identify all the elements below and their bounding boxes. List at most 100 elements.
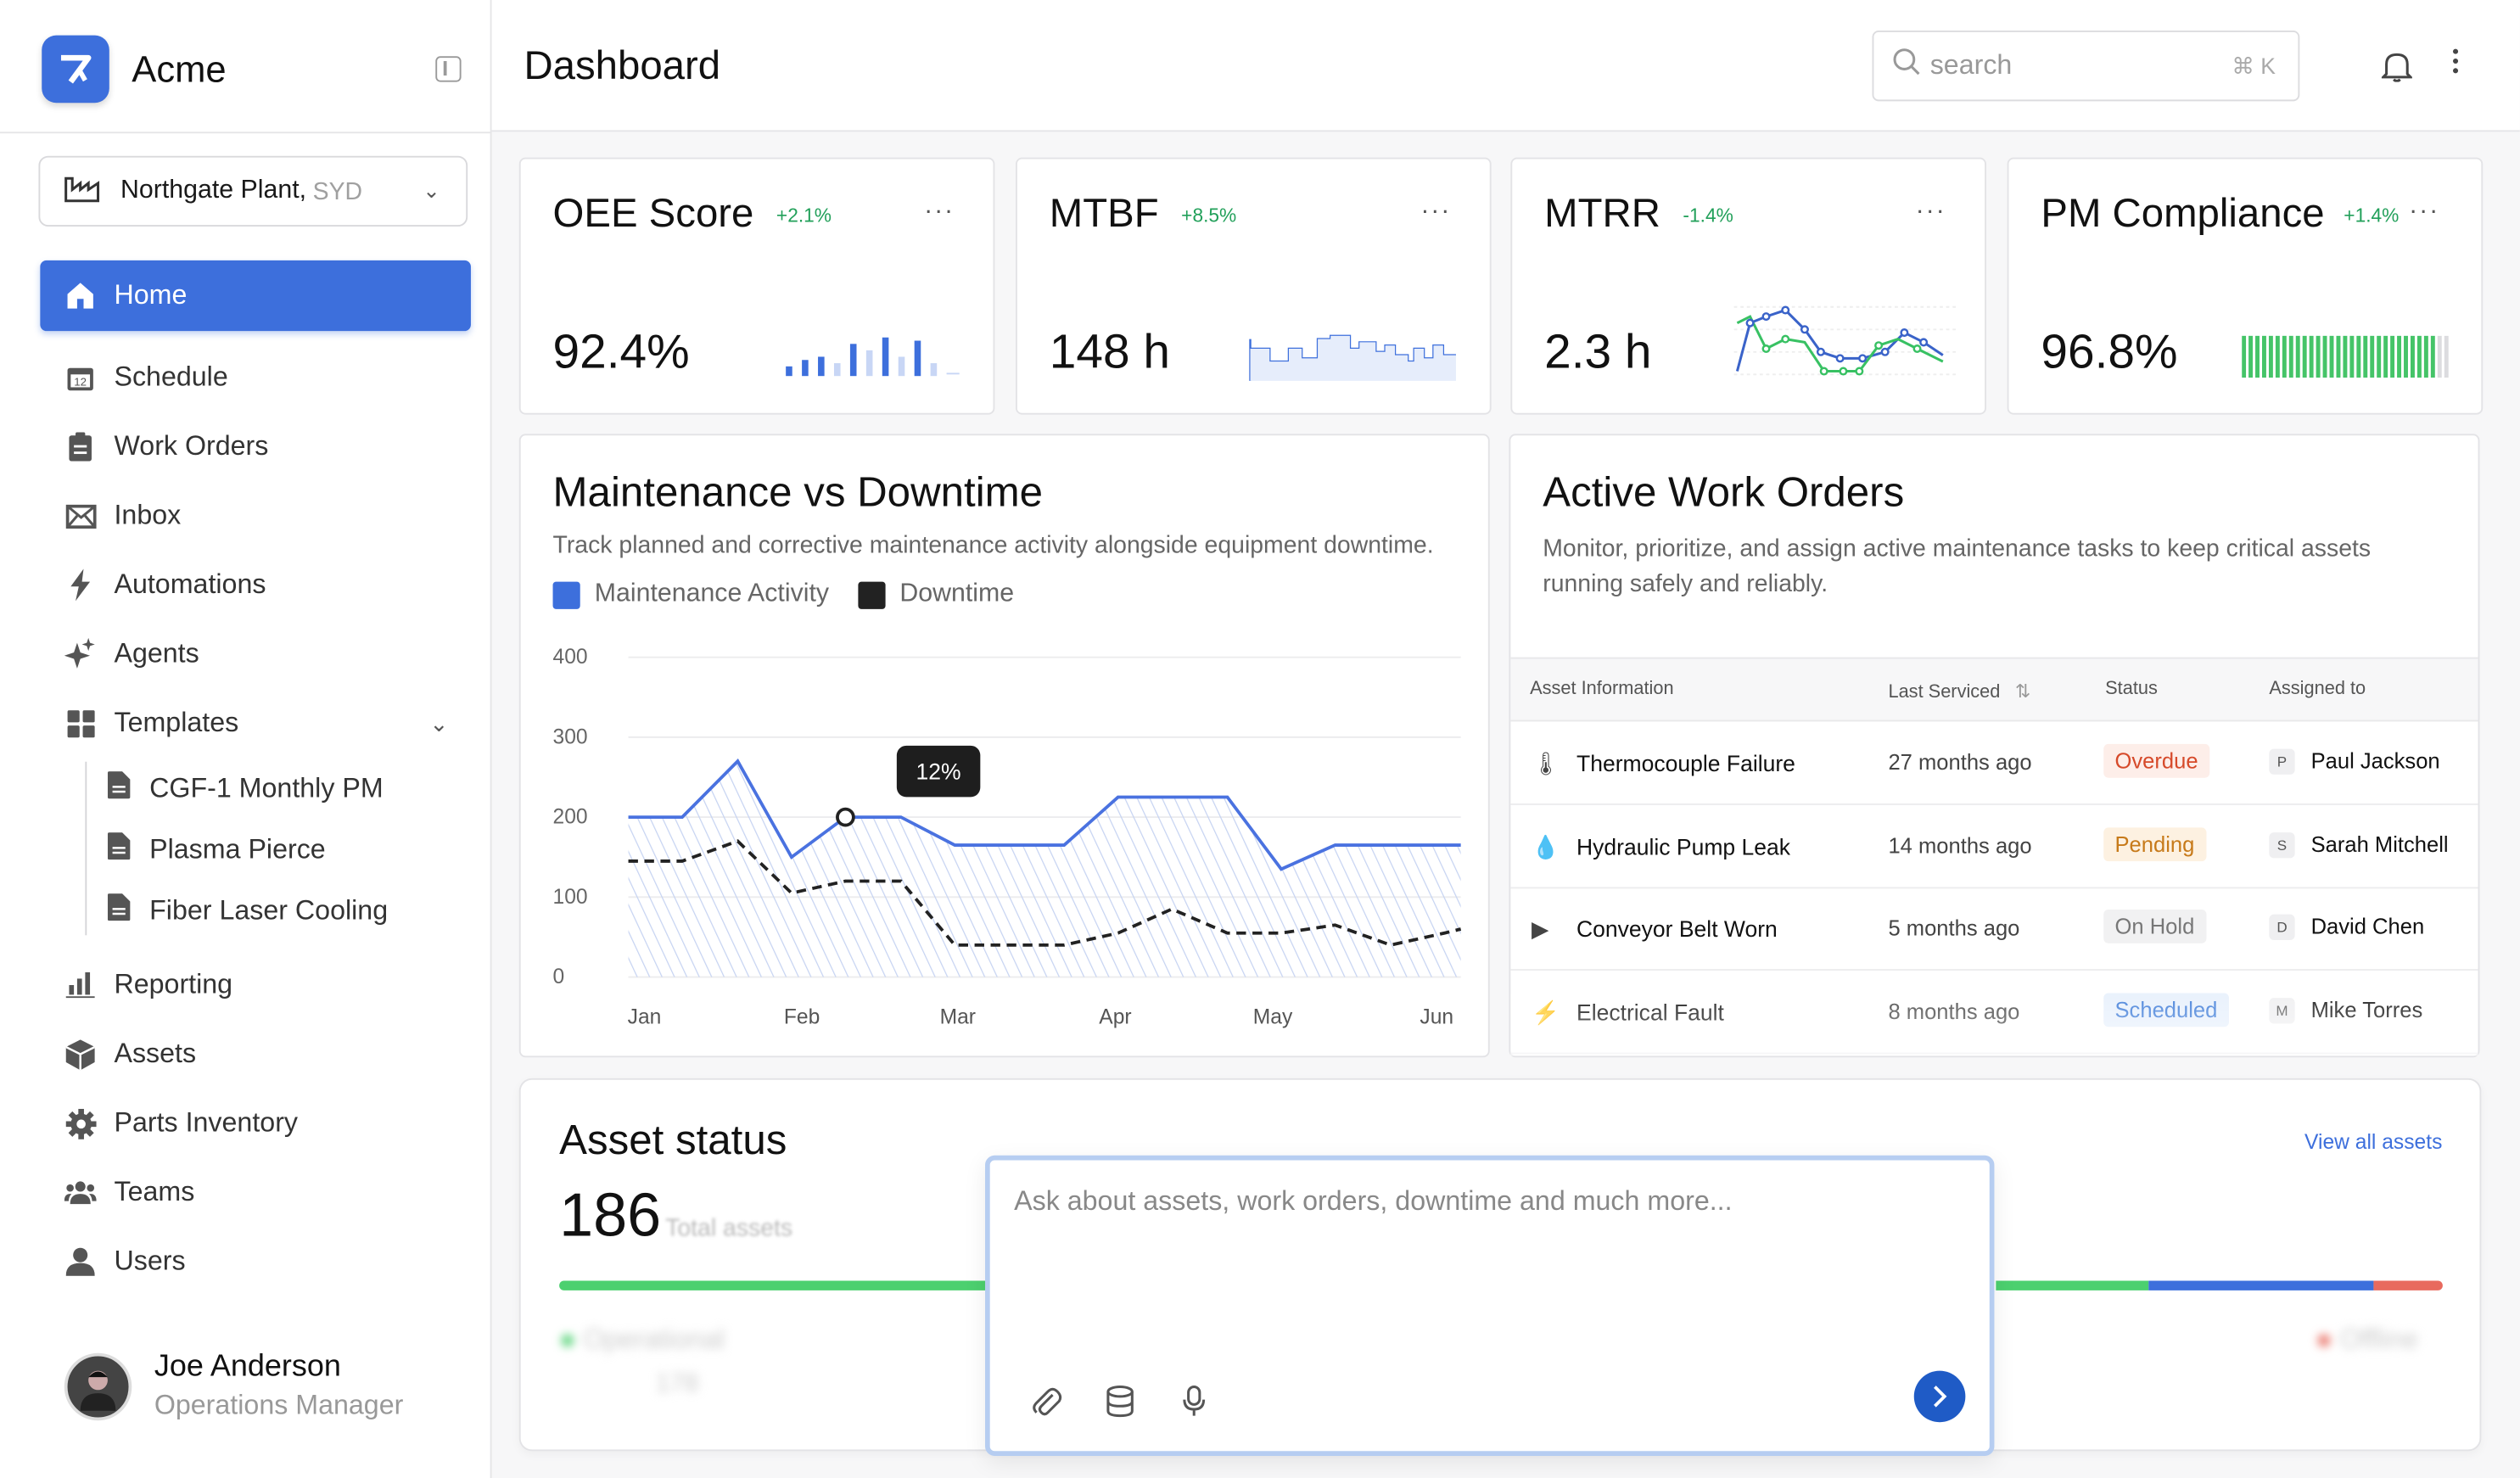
- more-horizontal-icon[interactable]: ···: [2409, 197, 2440, 226]
- more-horizontal-icon[interactable]: ···: [924, 197, 955, 226]
- series-line-maintenance-activity: [628, 759, 1461, 871]
- tree-line: [85, 761, 87, 936]
- assignee[interactable]: D David Chen: [2269, 915, 2424, 941]
- column-header[interactable]: Last Serviced ⇅: [1888, 682, 2031, 703]
- gear-icon: [64, 1107, 97, 1139]
- more-vertical-icon[interactable]: [2450, 45, 2460, 87]
- pm-compliance-segment: [2343, 335, 2348, 378]
- sidebar-item-automations[interactable]: Automations: [40, 550, 471, 620]
- assignee[interactable]: P Paul Jackson: [2269, 749, 2440, 775]
- kpi-card-pm-compliance[interactable]: PM Compliance +1.4% ··· 96.8%: [2007, 157, 2484, 415]
- pm-compliance-segment: [2316, 335, 2321, 378]
- more-horizontal-icon[interactable]: ···: [1915, 197, 1946, 226]
- kpi-delta: +1.4%: [2344, 204, 2400, 227]
- table-row[interactable]: 🌡 Thermocouple Failure 27 months ago Overdu…: [1510, 723, 2478, 805]
- table-row[interactable]: ▶ Conveyor Belt Worn 5 months ago On Hold D D…: [1510, 888, 2478, 971]
- pm-compliance-segment: [2336, 335, 2341, 378]
- pm-compliance-segment: [2268, 335, 2273, 378]
- microphone-icon[interactable]: [1183, 1386, 1206, 1425]
- sidebar-item-templates[interactable]: Templates ⌄: [40, 688, 471, 759]
- column-header[interactable]: Asset Information: [1530, 680, 1674, 699]
- kpi-delta: +8.5%: [1181, 204, 1237, 227]
- pm-compliance-segment: [2275, 335, 2280, 378]
- user-icon: [64, 1246, 97, 1278]
- chevron-down-icon[interactable]: ⌄: [429, 709, 449, 736]
- kpi-card-oee[interactable]: OEE Score +2.1% ··· 92.4%: [518, 157, 995, 415]
- chevron-down-icon: ⌄: [423, 178, 440, 203]
- sidebar-item-parts-inventory[interactable]: Parts Inventory: [40, 1088, 471, 1158]
- pm-compliance-segment: [2282, 335, 2287, 378]
- template-item-label: Plasma Pierce: [149, 833, 326, 865]
- sparkle-icon: [64, 637, 97, 670]
- y-tick-label: 200: [553, 806, 588, 829]
- kpi-card-mtrr[interactable]: MTRR -1.4% ··· 2.3 h: [1510, 157, 1986, 415]
- pm-compliance-segment: [2322, 335, 2327, 378]
- sidebar-item-label: Assets: [114, 1038, 197, 1069]
- database-icon[interactable]: [1106, 1386, 1134, 1425]
- pm-compliance-segment: [2377, 335, 2382, 378]
- brand[interactable]: Acme: [42, 35, 227, 104]
- template-item[interactable]: Plasma Pierce: [107, 821, 326, 879]
- pm-compliance-segment: [2255, 335, 2260, 378]
- template-item[interactable]: Fiber Laser Cooling: [107, 882, 388, 940]
- plant-selector[interactable]: Northgate Plant, SYD ⌄: [38, 155, 468, 227]
- sidebar-item-label: Users: [114, 1245, 186, 1276]
- kpi-card-mtbf[interactable]: MTBF +8.5% ··· 148 h: [1016, 157, 1492, 415]
- send-button[interactable]: [1913, 1370, 1966, 1423]
- status-badge: On Hold: [2103, 910, 2206, 943]
- ai-assistant-input[interactable]: Ask about assets, work orders, downtime …: [985, 1155, 1995, 1456]
- assignee-initial: P: [2269, 749, 2295, 775]
- lightning-icon: [64, 568, 97, 602]
- sidebar-item-inbox[interactable]: Inbox: [40, 480, 471, 551]
- kpi-value: 2.3 h: [1544, 326, 1652, 379]
- home-icon: [64, 280, 97, 312]
- sidebar-item-work-orders[interactable]: Work Orders: [40, 411, 471, 482]
- search-shortcut: ⌘ K: [2232, 52, 2276, 78]
- document-icon: [107, 832, 131, 868]
- mtrr-sparkline: [1733, 305, 1956, 376]
- asset-type-icon: 🌡: [1531, 750, 1560, 776]
- status-bar-maintenance: [2148, 1280, 2374, 1290]
- legend-label-downtime: Downtime: [899, 579, 1015, 607]
- status-bar-offline: [2373, 1280, 2443, 1290]
- kpi-title: OEE Score +2.1%: [552, 191, 832, 237]
- team-icon: [64, 1176, 97, 1208]
- sidebar-item-schedule[interactable]: 12 Schedule: [40, 342, 471, 412]
- pm-compliance-segment: [2309, 335, 2314, 378]
- document-icon: [107, 893, 131, 929]
- template-item[interactable]: CGF-1 Monthly PM: [107, 760, 384, 818]
- sidebar-item-agents[interactable]: Agents: [40, 619, 471, 689]
- factory-icon: [63, 171, 101, 211]
- oee-sparkline: [786, 337, 960, 377]
- divider: [0, 132, 492, 134]
- sidebar-item-label: Home: [114, 279, 188, 311]
- legend-offline: ● Offline: [2316, 1324, 2419, 1355]
- assignee[interactable]: S Sarah Mitchell: [2269, 831, 2449, 859]
- kpi-delta: -1.4%: [1683, 204, 1733, 227]
- sidebar-item-assets[interactable]: Assets: [40, 1019, 471, 1089]
- table-row[interactable]: 💧 Hydraulic Pump Leak 14 months ago Pending…: [1510, 806, 2478, 888]
- sidebar-item-reporting[interactable]: Reporting: [40, 949, 471, 1020]
- pm-compliance-segment: [2295, 335, 2300, 378]
- view-all-assets-link[interactable]: View all assets: [2304, 1129, 2443, 1154]
- chart-legend: Maintenance Activity Downtime: [552, 579, 1015, 609]
- asset-name: Hydraulic Pump Leak: [1576, 833, 1791, 859]
- sidebar-item-users[interactable]: Users: [40, 1226, 471, 1296]
- sidebar-item-teams[interactable]: Teams: [40, 1157, 471, 1228]
- pm-compliance-segment: [2397, 335, 2402, 378]
- column-header[interactable]: Assigned to: [2269, 680, 2366, 699]
- pm-compliance-bar: [2242, 335, 2449, 378]
- user-profile[interactable]: Joe Anderson Operations Manager: [64, 1349, 403, 1422]
- sidebar-item-home[interactable]: Home: [40, 260, 471, 332]
- pm-compliance-segment: [2349, 335, 2355, 378]
- pm-compliance-segment: [2444, 335, 2449, 378]
- more-horizontal-icon[interactable]: ···: [1420, 197, 1452, 226]
- column-header[interactable]: Status: [2105, 680, 2158, 699]
- user-name: Joe Anderson: [154, 1349, 341, 1384]
- attachment-icon[interactable]: [1030, 1386, 1062, 1425]
- pm-compliance-segment: [2430, 335, 2435, 378]
- bell-icon[interactable]: [2380, 50, 2414, 90]
- maintenance-chart-card: Maintenance vs Downtime Track planned an…: [518, 434, 1490, 1058]
- collapse-sidebar-icon[interactable]: [435, 56, 462, 82]
- search-input[interactable]: search ⌘ K: [1872, 30, 2300, 102]
